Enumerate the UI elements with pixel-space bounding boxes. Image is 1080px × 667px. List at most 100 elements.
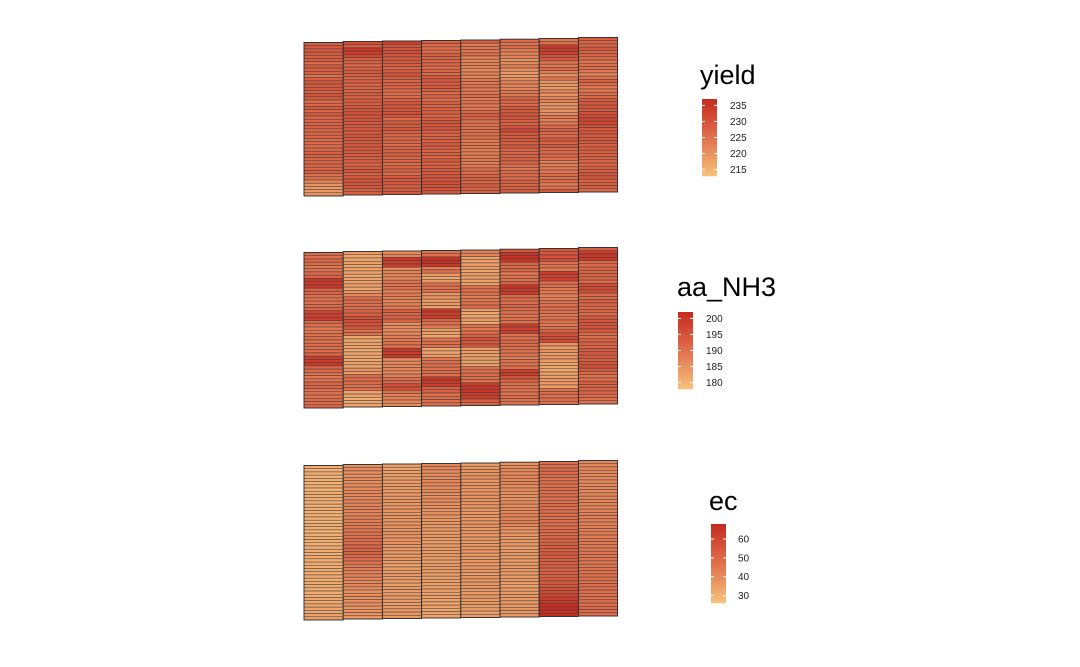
heatmap-cell: [578, 40, 618, 45]
heatmap-cell: [382, 315, 422, 320]
heatmap-cell: [421, 614, 462, 619]
heatmap-cell: [578, 43, 618, 48]
heatmap-column: [577, 460, 619, 617]
heatmap-cell: [499, 317, 540, 321]
heatmap-cell: [342, 130, 383, 135]
heatmap-cell: [382, 305, 422, 310]
legend-colorbar-segment: [711, 545, 726, 548]
heatmap-cell: [382, 322, 422, 326]
heatmap-cell: [421, 566, 462, 570]
heatmap-cell: [578, 550, 618, 555]
heatmap-cell: [499, 590, 540, 595]
heatmap-cell: [499, 385, 540, 390]
legend-tick-label: 215: [730, 165, 747, 176]
heatmap-cell: [303, 487, 344, 492]
heatmap-cell: [342, 254, 383, 259]
heatmap-cell: [342, 397, 383, 401]
heatmap-cell: [499, 154, 540, 159]
heatmap-cell: [460, 321, 501, 325]
heatmap-cell: [421, 266, 462, 271]
heatmap-cell: [538, 606, 579, 611]
heatmap-cell: [499, 183, 540, 187]
heatmap-cell: [499, 539, 540, 544]
heatmap-cell: [342, 267, 383, 272]
heatmap-cell: [382, 260, 422, 265]
heatmap-cell: [303, 131, 344, 136]
heatmap-cell: [342, 257, 383, 262]
heatmap-cell: [303, 342, 344, 347]
heatmap-cell: [342, 251, 383, 255]
heatmap-cell: [538, 368, 579, 373]
heatmap-cell: [578, 53, 618, 58]
heatmap-cell: [460, 501, 501, 506]
heatmap-cell: [460, 167, 501, 172]
heatmap-cell: [303, 613, 344, 618]
heatmap-cell: [303, 519, 344, 524]
heatmap-cell: [421, 171, 462, 176]
heatmap-cell: [382, 95, 422, 99]
heatmap-cell: [499, 372, 540, 377]
heatmap-cell: [499, 587, 540, 592]
heatmap-cell: [538, 128, 579, 132]
heatmap-cell: [460, 340, 501, 345]
heatmap-cell: [342, 296, 383, 301]
heatmap-cell: [460, 594, 501, 599]
heatmap-cell: [342, 319, 383, 324]
heatmap-cell: [421, 601, 462, 606]
heatmap-cell: [460, 295, 501, 299]
heatmap-cell: [499, 607, 540, 611]
heatmap-cell: [499, 261, 540, 266]
heatmap-cell: [499, 320, 540, 325]
heatmap-cell: [499, 80, 540, 85]
heatmap-cell: [538, 394, 579, 399]
heatmap-cell: [578, 104, 618, 109]
legend-colorbar-segment: [678, 321, 693, 324]
heatmap-column: [577, 37, 619, 193]
heatmap-cell: [342, 260, 383, 265]
heatmap-cell: [460, 288, 501, 293]
heatmap-cell: [421, 501, 462, 506]
legend-colorbar-segment: [711, 561, 726, 564]
heatmap-column: [303, 42, 344, 197]
heatmap-cell: [421, 187, 462, 192]
heatmap-cell: [578, 332, 618, 336]
legend-aa_NH3: aa_NH3 180 185 190 195 200: [677, 272, 776, 390]
heatmap-cell: [421, 69, 462, 73]
legend-colorbar-segment: [678, 313, 693, 317]
heatmap-cell: [578, 612, 618, 617]
heatmap-cell: [578, 91, 618, 96]
heatmap-cell: [382, 354, 422, 359]
heatmap-cell: [421, 289, 462, 293]
heatmap-cell: [303, 300, 344, 305]
heatmap-cell: [421, 514, 462, 519]
heatmap-cell: [342, 169, 383, 173]
heatmap-cell: [460, 520, 501, 525]
heatmap-cell: [342, 570, 383, 575]
heatmap-cell: [342, 490, 383, 494]
heatmap-cell: [578, 531, 618, 536]
heatmap-cell: [578, 328, 618, 333]
heatmap-cell: [538, 477, 579, 482]
heatmap-cell: [538, 487, 579, 491]
heatmap-cell: [538, 86, 579, 91]
heatmap-cell: [460, 170, 501, 175]
heatmap-cell: [499, 359, 540, 364]
heatmap-cell: [342, 509, 383, 514]
legend-tick-label: 30: [738, 591, 750, 602]
heatmap-cell: [303, 157, 344, 162]
heatmap-cell: [578, 589, 618, 594]
heatmap-cell: [342, 480, 383, 485]
heatmap-cell: [303, 513, 344, 518]
heatmap-cell: [499, 526, 540, 531]
heatmap-cell: [303, 478, 344, 482]
heatmap-cell: [303, 491, 344, 495]
legend-colorbar-segment: [711, 551, 726, 554]
legend-colorbar-segment: [678, 348, 693, 351]
heatmap-cell: [342, 483, 383, 488]
legend-colorbar-segment: [711, 531, 726, 535]
heatmap-cell: [578, 318, 618, 323]
heatmap-cell: [342, 541, 383, 546]
heatmap-cell: [578, 609, 618, 614]
legend-colorbar-segment: [678, 362, 693, 365]
heatmap-cell: [460, 498, 501, 502]
